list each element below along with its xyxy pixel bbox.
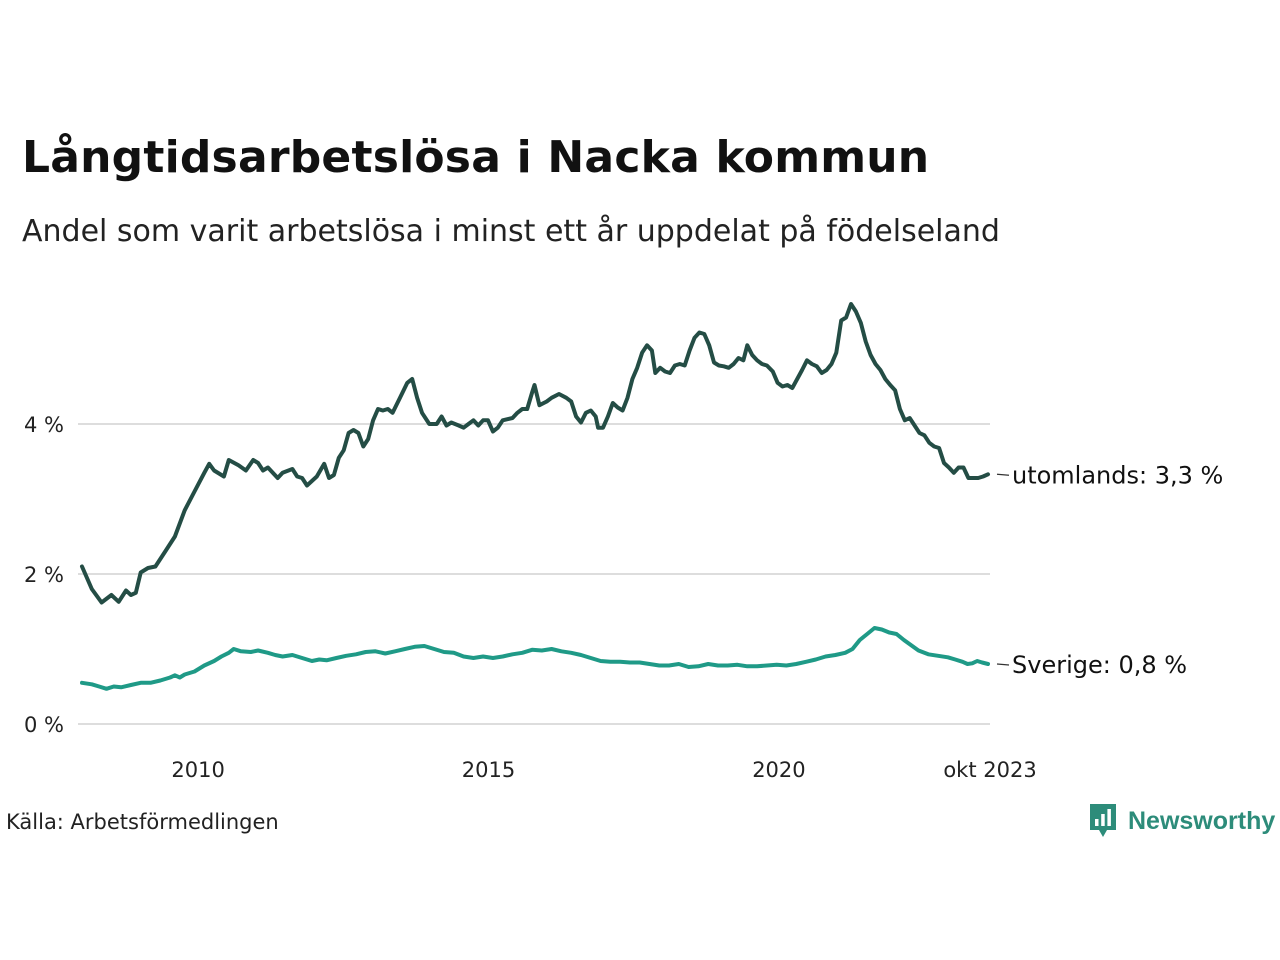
brand-logo: Newsworthy (1088, 802, 1275, 840)
x-tick-label: 2010 (171, 758, 224, 782)
chart-subtitle: Andel som varit arbetslösa i minst ett å… (22, 214, 1000, 249)
x-tick-label: 2020 (752, 758, 805, 782)
brand-name: Newsworthy (1128, 806, 1276, 835)
series-line-sverige (80, 626, 990, 691)
chart-title: Långtidsarbetslösa i Nacka kommun (22, 132, 930, 183)
end-label-sverige: Sverige: 0,8 % (1012, 651, 1187, 679)
source-note: Källa: Arbetsförmedlingen (6, 810, 279, 834)
end-label-leader (996, 473, 1010, 476)
y-tick-label: 2 % (24, 563, 64, 587)
y-tick-label: 4 % (24, 413, 64, 437)
end-label-utomlands: utomlands: 3,3 % (1012, 461, 1223, 489)
series-line-utomlands (80, 302, 990, 605)
x-tick-label: okt 2023 (943, 758, 1036, 782)
x-tick-label: 2015 (462, 758, 515, 782)
y-tick-label: 0 % (24, 713, 64, 737)
newsworthy-logo-icon (1090, 804, 1116, 837)
end-label-leader (996, 663, 1010, 666)
